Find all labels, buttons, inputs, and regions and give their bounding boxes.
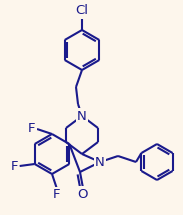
Text: O: O: [78, 187, 88, 201]
Text: F: F: [53, 189, 61, 201]
Text: F: F: [28, 123, 36, 135]
Text: N: N: [77, 109, 87, 123]
Text: N: N: [95, 155, 105, 169]
Text: F: F: [11, 160, 18, 172]
Text: Cl: Cl: [76, 5, 89, 17]
